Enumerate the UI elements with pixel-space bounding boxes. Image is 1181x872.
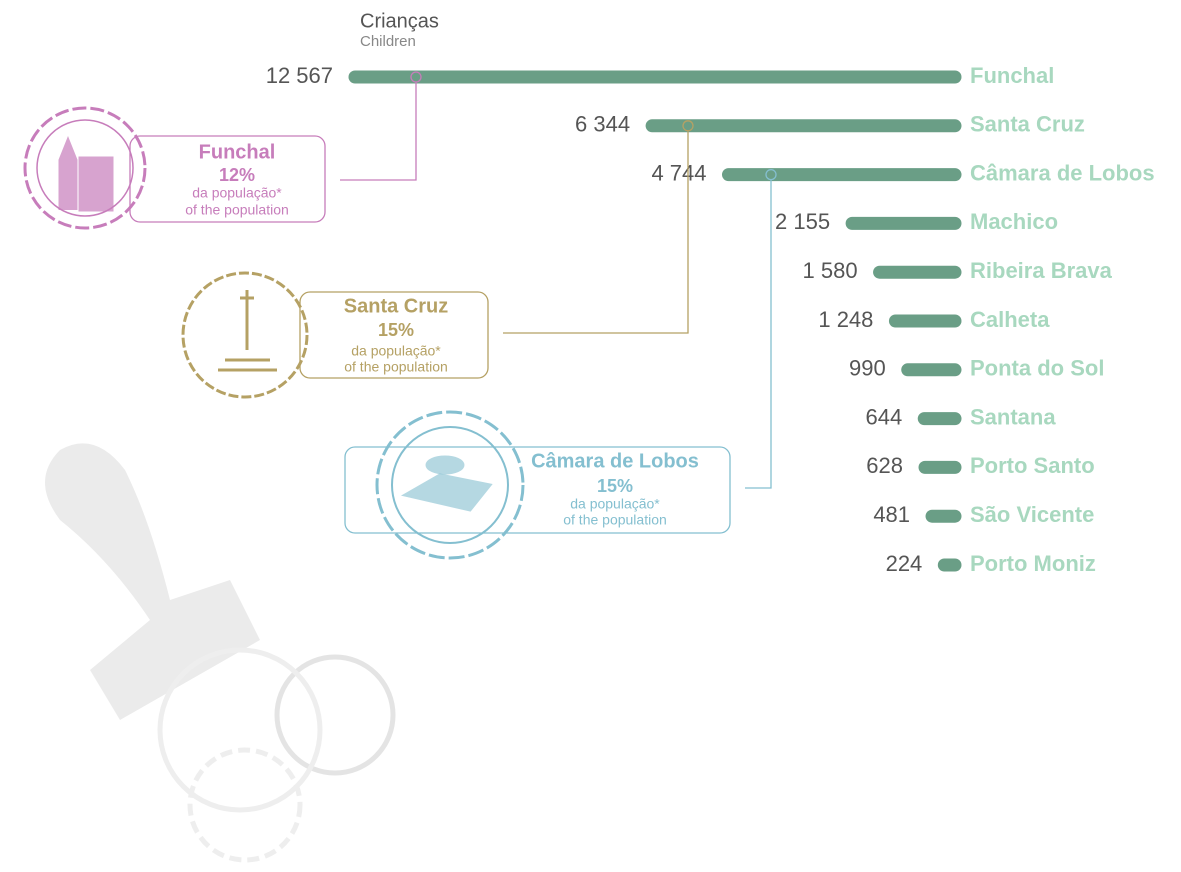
category-label: Porto Moniz bbox=[970, 551, 1096, 576]
callout-share: 12% bbox=[219, 165, 255, 185]
category-label: São Vicente bbox=[970, 502, 1094, 527]
chart-subtitle: Children bbox=[360, 33, 416, 50]
callout-line bbox=[745, 180, 771, 488]
callout-line1: da população* bbox=[351, 343, 441, 359]
callout-share: 15% bbox=[378, 320, 414, 340]
value-label: 224 bbox=[886, 551, 923, 576]
callout-line1: da população* bbox=[570, 496, 660, 512]
callout-name: Santa Cruz bbox=[344, 295, 448, 317]
callout-name: Câmara de Lobos bbox=[531, 450, 699, 472]
stamp-funchal bbox=[25, 108, 145, 228]
chart: Crianças Children 12 567 Funchal 6 344 Sant… bbox=[0, 0, 1181, 872]
value-label: 628 bbox=[866, 453, 903, 478]
category-label: Calheta bbox=[970, 307, 1050, 332]
value-label: 481 bbox=[873, 502, 910, 527]
category-label: Câmara de Lobos bbox=[970, 160, 1155, 185]
value-label: 644 bbox=[866, 404, 903, 429]
value-label: 990 bbox=[849, 356, 886, 381]
stamp-santa-cruz bbox=[183, 273, 307, 397]
callout-name: Funchal bbox=[199, 141, 276, 163]
category-label: Machico bbox=[970, 209, 1058, 234]
callout-line2: of the population bbox=[344, 359, 448, 375]
stamp-camara bbox=[377, 412, 523, 558]
callout-line bbox=[340, 82, 416, 180]
callout-line2: of the population bbox=[185, 202, 289, 218]
value-label: 1 248 bbox=[818, 307, 873, 332]
chart-title: Crianças bbox=[360, 10, 439, 32]
category-label: Santa Cruz bbox=[970, 112, 1085, 137]
page: Crianças Children 12 567 Funchal 6 344 Sant… bbox=[0, 0, 1181, 872]
value-label: 4 744 bbox=[651, 160, 706, 185]
callout-line1: da população* bbox=[192, 185, 282, 201]
category-label: Ponta do Sol bbox=[970, 356, 1104, 381]
value-label: 6 344 bbox=[575, 112, 630, 137]
category-label: Ribeira Brava bbox=[970, 258, 1113, 283]
decor-stamp bbox=[45, 443, 393, 860]
category-label: Porto Santo bbox=[970, 453, 1095, 478]
value-label: 1 580 bbox=[803, 258, 858, 283]
category-label: Funchal bbox=[970, 63, 1054, 88]
category-label: Santana bbox=[970, 404, 1056, 429]
callout-line2: of the population bbox=[563, 512, 667, 528]
value-label: 12 567 bbox=[266, 63, 333, 88]
callout-share: 15% bbox=[597, 476, 633, 496]
value-label: 2 155 bbox=[775, 209, 830, 234]
